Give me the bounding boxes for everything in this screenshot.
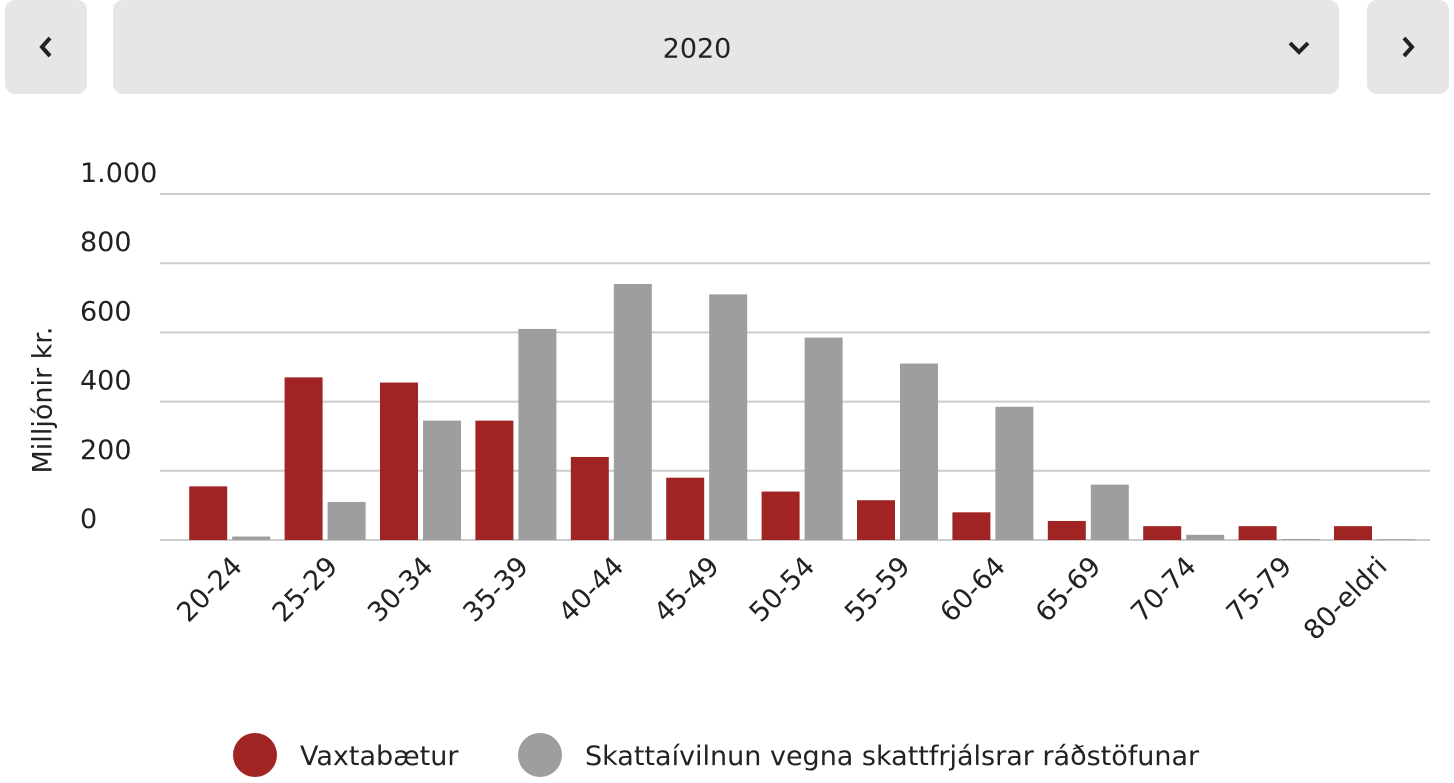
legend-swatch xyxy=(518,733,562,777)
y-tick-label: 1.000 xyxy=(80,158,157,189)
bar xyxy=(1281,538,1320,540)
bar xyxy=(518,328,557,540)
bar xyxy=(380,382,418,540)
bar xyxy=(709,294,748,540)
bar xyxy=(570,456,609,540)
prev-button[interactable] xyxy=(5,0,87,94)
bar xyxy=(232,536,271,540)
bar xyxy=(1238,526,1277,540)
bar xyxy=(1377,539,1415,540)
x-tick-label: 25-29 xyxy=(267,551,344,628)
bar xyxy=(1047,520,1086,540)
dropdown-icon xyxy=(1288,41,1310,55)
y-axis-label: Milljónir kr. xyxy=(28,327,59,474)
bar xyxy=(189,486,228,540)
year-value: 2020 xyxy=(663,34,732,65)
bar xyxy=(475,420,514,540)
x-tick-label: 80-eldri xyxy=(1298,551,1393,646)
prev-icon xyxy=(39,36,52,58)
legend-swatch xyxy=(233,733,277,777)
bar xyxy=(327,501,366,540)
x-tick-label: 20-24 xyxy=(171,551,248,628)
next-icon xyxy=(1402,36,1415,58)
bar xyxy=(900,363,938,540)
bar xyxy=(804,337,843,540)
y-tick-label: 0 xyxy=(80,504,97,535)
bar xyxy=(666,477,705,540)
x-tick-label: 35-39 xyxy=(457,551,534,628)
y-tick-label: 400 xyxy=(80,366,132,397)
y-tick-label: 800 xyxy=(80,227,132,258)
legend-label: Skattaívilnun vegna skattfrjálsrar ráðst… xyxy=(585,741,1200,772)
bar xyxy=(761,491,800,540)
y-tick-label: 200 xyxy=(80,435,132,466)
bar xyxy=(1143,526,1182,540)
bar xyxy=(613,283,652,540)
x-tick-label: 40-44 xyxy=(553,551,630,628)
legend-label: Vaxtabætur xyxy=(300,741,459,772)
x-tick-label: 55-59 xyxy=(839,551,916,628)
bar xyxy=(857,500,895,540)
bar xyxy=(995,406,1034,540)
x-tick-label: 65-69 xyxy=(1030,551,1107,628)
bar xyxy=(952,512,991,540)
y-tick-label: 600 xyxy=(80,296,132,327)
bar xyxy=(284,377,323,540)
x-tick-label: 30-34 xyxy=(362,551,439,628)
bar xyxy=(1186,534,1225,540)
x-tick-label: 60-64 xyxy=(934,551,1011,628)
x-tick-label: 70-74 xyxy=(1125,551,1202,628)
bar xyxy=(1090,484,1129,540)
year-dropdown[interactable] xyxy=(113,0,1339,94)
next-button[interactable] xyxy=(1367,0,1449,94)
x-tick-label: 45-49 xyxy=(648,551,725,628)
x-tick-label: 50-54 xyxy=(744,551,821,628)
x-tick-label: 75-79 xyxy=(1221,551,1298,628)
bar xyxy=(1334,526,1372,540)
bar xyxy=(423,420,461,540)
